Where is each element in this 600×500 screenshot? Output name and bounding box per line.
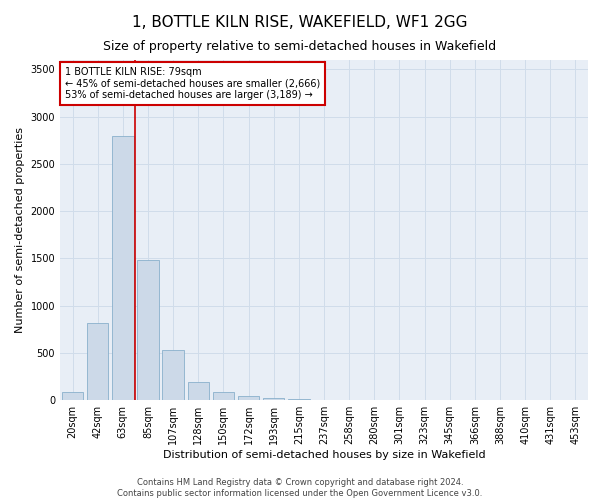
Bar [263, 398, 284, 400]
Text: Contains HM Land Registry data © Crown copyright and database right 2024.
Contai: Contains HM Land Registry data © Crown c… [118, 478, 482, 498]
Bar [288, 399, 310, 400]
Bar [188, 382, 209, 400]
Text: 1 BOTTLE KILN RISE: 79sqm
← 45% of semi-detached houses are smaller (2,666)
53% : 1 BOTTLE KILN RISE: 79sqm ← 45% of semi-… [65, 67, 320, 100]
Bar [163, 350, 184, 400]
Bar [238, 396, 259, 400]
Bar [62, 392, 83, 400]
Bar [213, 392, 234, 400]
X-axis label: Distribution of semi-detached houses by size in Wakefield: Distribution of semi-detached houses by … [163, 450, 485, 460]
Bar [112, 136, 134, 400]
Text: 1, BOTTLE KILN RISE, WAKEFIELD, WF1 2GG: 1, BOTTLE KILN RISE, WAKEFIELD, WF1 2GG [132, 15, 468, 30]
Bar [87, 322, 109, 400]
Y-axis label: Number of semi-detached properties: Number of semi-detached properties [15, 127, 25, 333]
Text: Size of property relative to semi-detached houses in Wakefield: Size of property relative to semi-detach… [103, 40, 497, 53]
Bar [137, 260, 158, 400]
